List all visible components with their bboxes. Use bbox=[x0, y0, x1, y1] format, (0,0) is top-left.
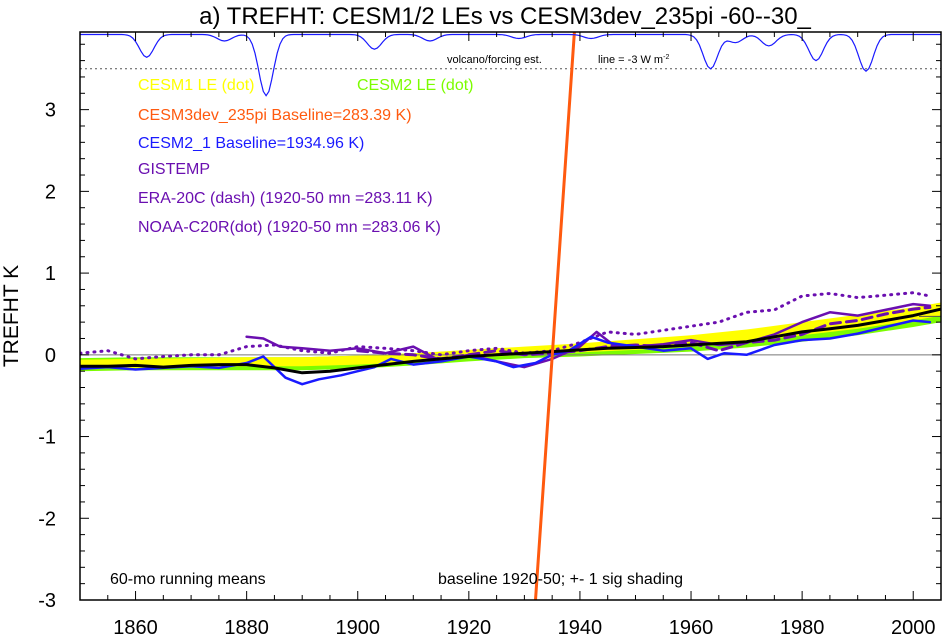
ensemble-mean-line bbox=[80, 307, 941, 375]
x-tick-label: 1900 bbox=[335, 617, 380, 639]
y-tick-label: -2 bbox=[38, 508, 56, 530]
forcing-line-text: line = -3 W m bbox=[598, 54, 663, 66]
forcing-line-annotation: line = -3 W m-2 bbox=[598, 54, 669, 66]
x-tick-label: 1880 bbox=[224, 617, 269, 639]
y-axis-label: TREFHT K bbox=[0, 265, 23, 367]
chart-title: a) TREFHT: CESM1/2 LEs vs CESM3dev_235pi… bbox=[199, 3, 811, 30]
legend: CESM1 LE (dot) CESM2 LE (dot) CESM3dev_235… bbox=[138, 77, 473, 236]
volcanic-forcing-line bbox=[80, 33, 941, 97]
legend-item-cesm2-le-dot: CESM2 LE (dot) bbox=[357, 77, 473, 94]
forcing-curve bbox=[80, 33, 941, 97]
running-means-note: 60-mo running means bbox=[110, 571, 266, 588]
cesm3dev-235pi-line bbox=[534, 32, 576, 600]
plot-border bbox=[79, 31, 942, 601]
legend-item-gistemp: GISTEMP bbox=[138, 161, 210, 178]
legend-item-era-20c-dash-1920-50-mn-283-11-k: ERA-20C (dash) (1920-50 mn =283.11 K) bbox=[138, 190, 433, 207]
legend-item-noaa-c20r-dot-1920-50-mn-283-06-k: NOAA-C20R(dot) (1920-50 mn =283.06 K) bbox=[138, 219, 441, 236]
baseline-note: baseline 1920-50; +- 1 sig shading bbox=[438, 571, 683, 588]
forcing-line-superscript: -2 bbox=[663, 54, 669, 61]
y-tick-label: 1 bbox=[45, 263, 56, 285]
y-tick-label: -1 bbox=[38, 427, 56, 449]
volcano-annotation: volcano/forcing est. bbox=[447, 54, 542, 66]
x-tick-label: 1980 bbox=[780, 617, 825, 639]
y-tick-label: 0 bbox=[45, 345, 56, 367]
cesm2-1-line bbox=[80, 319, 932, 386]
series-lines bbox=[80, 32, 941, 600]
y-tick-label: 2 bbox=[45, 181, 56, 203]
noaa-c20r-line bbox=[80, 291, 932, 361]
axis-ticks: 1860 1880 1900 1920 1940 1960 1980 2000 -3 -2 -1 0 1… bbox=[38, 32, 942, 639]
x-tick-label: 2000 bbox=[891, 617, 936, 639]
y-tick-label: 3 bbox=[45, 100, 56, 122]
x-tick-label: 1960 bbox=[669, 617, 714, 639]
legend-item-cesm2-1-baseline-1934-96-k: CESM2_1 Baseline=1934.96 K) bbox=[138, 135, 364, 152]
x-tick-label: 1860 bbox=[113, 617, 158, 639]
x-tick-label: 1920 bbox=[447, 617, 492, 639]
legend-item-cesm3dev-235pi-baseline-283-39-k: CESM3dev_235pi Baseline=283.39 K) bbox=[138, 107, 412, 124]
plot-frame bbox=[79, 31, 942, 601]
legend-item-cesm1-le-dot: CESM1 LE (dot) bbox=[138, 77, 254, 94]
x-tick-label: 1940 bbox=[558, 617, 603, 639]
y-tick-label: -3 bbox=[38, 590, 56, 612]
